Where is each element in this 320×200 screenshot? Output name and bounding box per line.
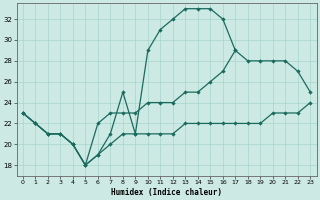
- X-axis label: Humidex (Indice chaleur): Humidex (Indice chaleur): [111, 188, 222, 197]
